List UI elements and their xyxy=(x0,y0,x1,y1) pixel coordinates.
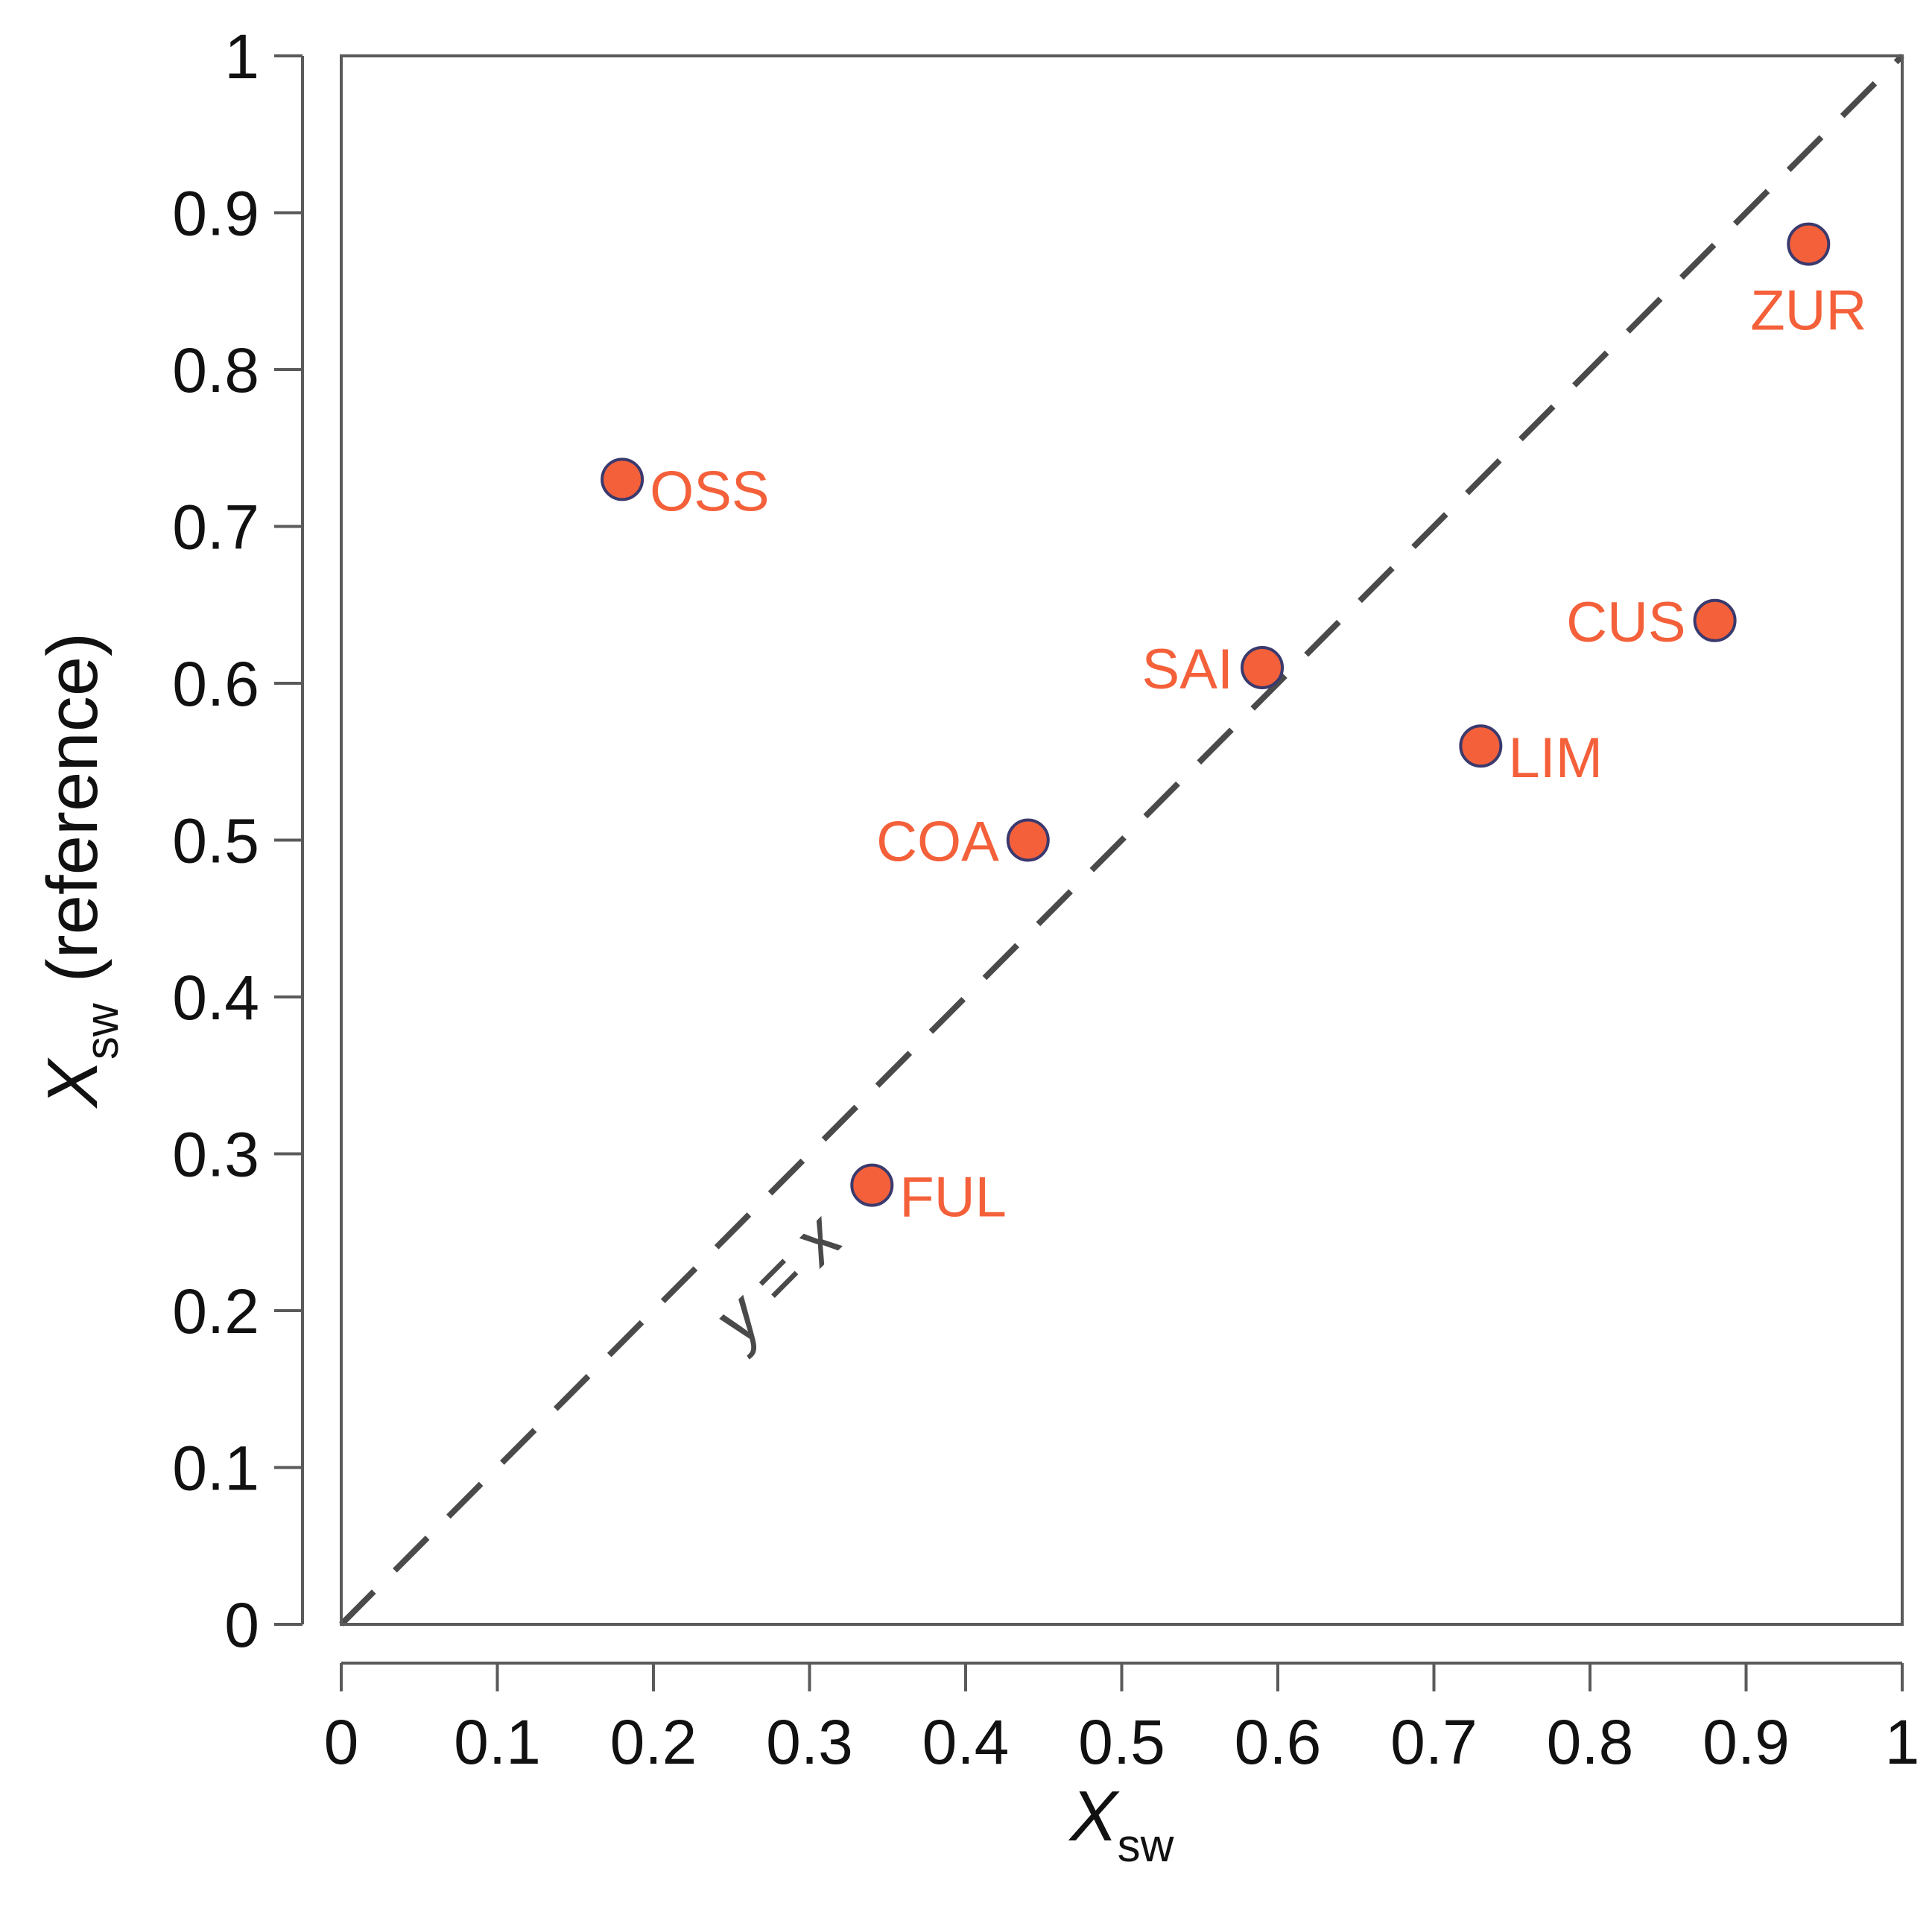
data-point xyxy=(601,457,644,501)
x-axis-title: Xsw xyxy=(1068,1776,1174,1872)
x-tick-label: 0.4 xyxy=(922,1707,1010,1777)
data-point-label: OSS xyxy=(650,460,770,523)
y-tick-label: 0.7 xyxy=(172,493,259,563)
y-axis-title-subscript: sw xyxy=(77,1003,128,1060)
x-axis-title-symbol: X xyxy=(1068,1776,1121,1856)
plot-frame xyxy=(340,54,1904,1626)
y-tick-label: 0.3 xyxy=(172,1120,259,1190)
x-tick-label: 0 xyxy=(324,1707,359,1777)
x-tick-label: 1 xyxy=(1885,1707,1920,1777)
y-tick-label: 0.1 xyxy=(172,1434,259,1504)
y-tick-label: 0.6 xyxy=(172,649,259,719)
data-point xyxy=(850,1163,894,1207)
y-tick-label: 0 xyxy=(224,1590,259,1660)
data-point-label: FUL xyxy=(899,1166,1007,1229)
x-axis-title-subscript: sw xyxy=(1118,1820,1174,1872)
data-point-label: LIM xyxy=(1508,726,1603,790)
data-point xyxy=(1006,818,1050,862)
data-point-label: CUS xyxy=(1566,591,1685,654)
y-tick-label: 0.9 xyxy=(172,179,259,249)
y-tick-label: 0.2 xyxy=(172,1276,259,1346)
data-point-label: ZUR xyxy=(1750,279,1866,343)
x-tick-label: 0.1 xyxy=(454,1707,541,1777)
x-tick-label: 0.7 xyxy=(1390,1707,1477,1777)
data-point xyxy=(1787,222,1831,266)
data-point-label: COA xyxy=(876,811,999,874)
y-tick-label: 0.5 xyxy=(172,806,259,876)
data-point-label: SAI xyxy=(1142,638,1234,701)
data-point xyxy=(1241,645,1285,689)
y-axis-title-symbol: X xyxy=(33,1057,113,1109)
x-tick-label: 0.3 xyxy=(766,1707,853,1777)
x-tick-label: 0.2 xyxy=(610,1707,697,1777)
x-axis: 0 0.1 0.2 0.3 0.4 0.5 0.6 0.7 0.8 0.9 1 xyxy=(324,1662,1920,1777)
x-tick-label: 0.8 xyxy=(1547,1707,1634,1777)
y-tick-label: 0.4 xyxy=(172,963,259,1033)
data-point xyxy=(1693,598,1737,642)
y-axis-title-suffix: (reference) xyxy=(33,633,113,983)
x-tick-label: 0.6 xyxy=(1235,1707,1322,1777)
y-axis: 0 0.1 0.2 0.3 0.4 0.5 0.6 0.7 0.8 0.9 1 xyxy=(172,22,304,1660)
y-tick-label: 0.8 xyxy=(172,335,259,405)
x-tick-label: 0.5 xyxy=(1078,1707,1165,1777)
data-points: OSS FUL COA SAI LIM CUS ZUR xyxy=(601,222,1866,1229)
y-tick-label: 1 xyxy=(224,22,259,92)
x-tick-label: 0.9 xyxy=(1703,1707,1790,1777)
reference-line xyxy=(339,54,1904,1627)
y-axis-title: Xsw (reference) xyxy=(33,633,128,1109)
data-point xyxy=(1459,724,1503,768)
